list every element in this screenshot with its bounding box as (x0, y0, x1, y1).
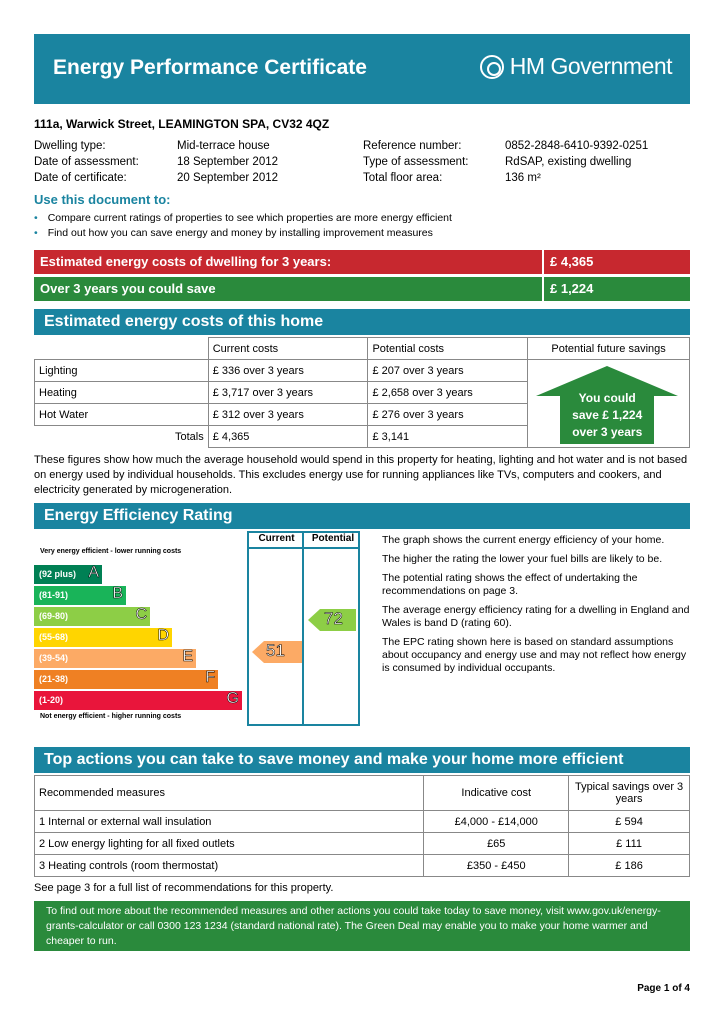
potential-rating-arrow (308, 609, 356, 631)
savings-label: Over 3 years you could save (34, 277, 542, 301)
use-document-list: • Compare current ratings of properties t… (34, 212, 452, 242)
table-row: 1 Internal or external wall insulation £… (33, 810, 690, 833)
potential-rating-value: 72 (324, 609, 343, 629)
estimated-costs-label: Estimated energy costs of dwelling for 3… (34, 250, 542, 274)
column-header: Recommended measures (33, 775, 425, 811)
date-certificate-label: Date of certificate: (34, 172, 127, 184)
current-rating-arrow (252, 641, 302, 663)
reference-label: Reference number: (363, 140, 462, 152)
crest-icon (479, 54, 504, 79)
document-title: Energy Performance Certificate (53, 56, 367, 79)
floor-area-label: Total floor area: (363, 172, 443, 184)
actions-table: Recommended measures Indicative cost Typ… (33, 775, 690, 877)
eer-chart: Current Potential Very energy efficient … (34, 531, 360, 726)
bottom-efficiency-label: Not energy efficient - higher running co… (40, 713, 182, 720)
eer-section-heading: Energy Efficiency Rating (34, 503, 690, 529)
property-address: 111a, Warwick Street, LEAMINGTON SPA, CV… (34, 117, 330, 131)
column-header: Indicative cost (423, 775, 570, 811)
date-certificate-value: 20 September 2012 (177, 172, 279, 184)
list-item: • Find out how you can save energy and mo… (34, 227, 433, 239)
current-column-header: Current (258, 533, 295, 544)
band-d: (55-68) D (34, 627, 172, 647)
hm-government-text: HM Government (509, 53, 673, 79)
table-row: Heating £ 3,717 over 3 years £ 2,658 ove… (34, 381, 690, 404)
current-rating-value: 51 (266, 641, 285, 661)
savings-arrow-icon (536, 366, 679, 444)
bullet-icon: • (34, 212, 38, 224)
actions-section-heading: Top actions you can take to save money a… (34, 747, 690, 773)
table-row: Lighting £ 336 over 3 years £ 207 over 3… (34, 359, 690, 448)
table-row: Hot Water £ 312 over 3 years £ 276 over … (34, 403, 690, 426)
see-page-note: See page 3 for a full list of recommenda… (34, 882, 334, 894)
bullet-icon: • (34, 227, 38, 239)
assessment-type-value: RdSAP, existing dwelling (505, 156, 632, 168)
band-g: (1-20) G (34, 690, 242, 710)
table-row: 2 Low energy lighting for all fixed outl… (33, 832, 690, 855)
costs-note: These figures show how much the average … (34, 454, 688, 496)
date-assessment-value: 18 September 2012 (177, 156, 279, 168)
savings-value: £ 1,224 (544, 277, 690, 301)
page-number: Page 1 of 4 (637, 983, 690, 994)
savings-arrow-cell: You could save £ 1,224 over 3 years (527, 359, 690, 448)
band-b: (81-91) B (34, 585, 126, 605)
estimated-costs-value: £ 4,365 (544, 250, 690, 274)
potential-column-header: Potential (311, 533, 355, 544)
floor-area-value: 136 m² (505, 172, 541, 184)
top-efficiency-label: Very energy efficient - lower running co… (40, 548, 182, 555)
table-row: 3 Heating controls (room thermostat) £35… (33, 854, 690, 877)
table-row: Recommended measures Indicative cost Typ… (33, 775, 690, 811)
estimated-costs-bar: Estimated energy costs of dwelling for 3… (34, 250, 690, 274)
column-header: Potential costs (367, 337, 529, 360)
costs-section-heading: Estimated energy costs of this home (34, 309, 690, 335)
costs-table: Current costs Potential costs Potential … (34, 337, 690, 448)
assessment-type-label: Type of assessment: (363, 156, 469, 168)
date-assessment-label: Date of assessment: (34, 156, 139, 168)
hm-government-logo: HM Government (479, 53, 673, 80)
reference-value: 0852-2848-6410-9392-0251 (505, 140, 649, 152)
band-e: (39-54) E (34, 648, 196, 668)
use-document-heading: Use this document to: (34, 192, 171, 207)
savings-bar: Over 3 years you could save £ 1,224 (34, 277, 690, 301)
band-c: (69-80) C (34, 606, 150, 626)
column-header: Typical savings over 3 years (568, 775, 690, 811)
band-f: (21-38) F (34, 669, 218, 689)
table-row: Current costs Potential costs Potential … (34, 337, 690, 360)
savings-arrow-text: You could save £ 1,224 over 3 years (572, 391, 643, 439)
footer-info-box: To find out more about the recommended m… (34, 901, 690, 951)
eer-explanation: The graph shows the current energy effic… (382, 534, 690, 674)
column-header: Potential future savings (527, 337, 690, 360)
list-item: • Compare current ratings of properties t… (34, 212, 452, 224)
dwelling-type-value: Mid-terrace house (177, 140, 270, 152)
header-banner: Energy Performance Certificate HM Govern… (34, 34, 690, 104)
dwelling-type-label: Dwelling type: (34, 140, 106, 152)
band-a: (92 plus) A (34, 564, 102, 584)
column-header: Current costs (207, 337, 369, 360)
